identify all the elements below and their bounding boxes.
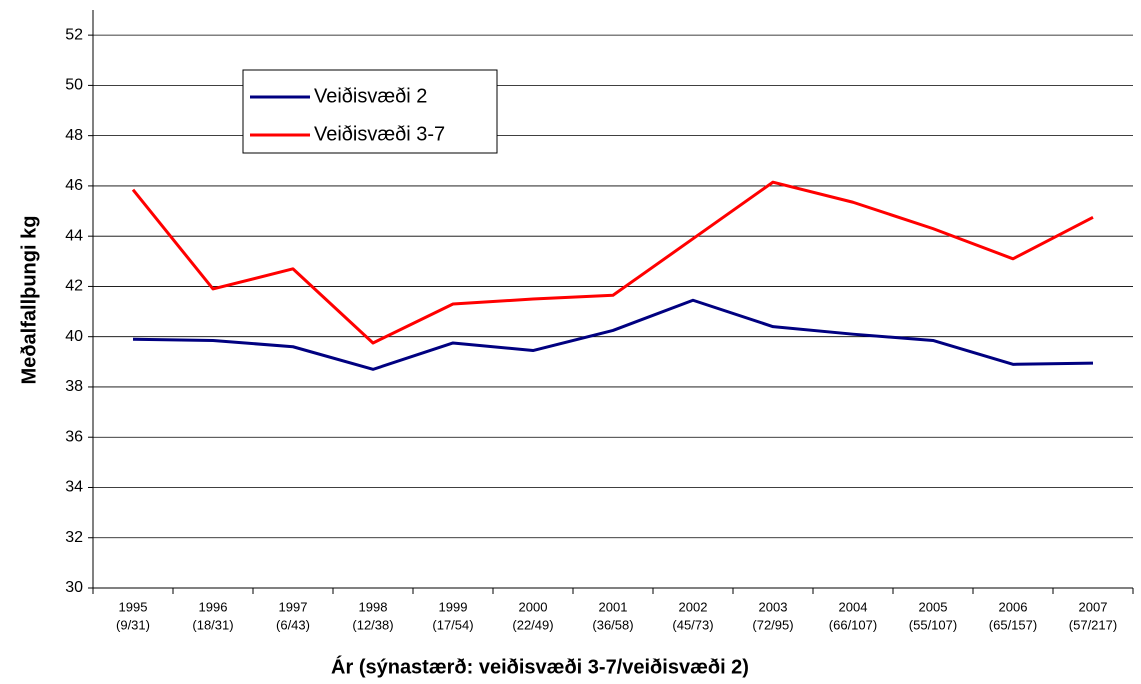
x-tick-label: 1998 bbox=[359, 599, 388, 614]
y-tick-label: 32 bbox=[65, 529, 83, 546]
x-tick-sublabel: (65/157) bbox=[989, 617, 1037, 632]
x-tick-sublabel: (57/217) bbox=[1069, 617, 1117, 632]
series-line bbox=[131, 180, 1094, 345]
x-tick-label: 2003 bbox=[759, 599, 788, 614]
x-tick-label: 1996 bbox=[199, 599, 228, 614]
x-tick-sublabel: (17/54) bbox=[432, 617, 473, 632]
x-tick-label: 1995 bbox=[119, 599, 148, 614]
x-tick-sublabel: (6/43) bbox=[276, 617, 310, 632]
legend-label: Veiðisvæði 2 bbox=[314, 85, 427, 107]
legend-label: Veiðisvæði 3-7 bbox=[314, 123, 445, 145]
y-tick-label: 36 bbox=[65, 428, 83, 445]
x-tick-sublabel: (66/107) bbox=[829, 617, 877, 632]
y-tick-label: 42 bbox=[65, 278, 83, 295]
x-tick-label: 2007 bbox=[1079, 599, 1108, 614]
series-line bbox=[132, 298, 1094, 371]
y-tick-label: 52 bbox=[65, 26, 83, 43]
x-tick-label: 2001 bbox=[599, 599, 628, 614]
x-tick-label: 2002 bbox=[679, 599, 708, 614]
y-tick-label: 46 bbox=[65, 177, 83, 194]
y-tick-label: 40 bbox=[65, 328, 83, 345]
y-axis-label: Meðalfallþungi kg bbox=[18, 216, 40, 385]
x-tick-sublabel: (12/38) bbox=[352, 617, 393, 632]
y-tick-label: 44 bbox=[65, 227, 83, 244]
y-tick-label: 38 bbox=[65, 378, 83, 395]
x-tick-sublabel: (36/58) bbox=[592, 617, 633, 632]
x-tick-sublabel: (45/73) bbox=[672, 617, 713, 632]
x-tick-label: 2004 bbox=[839, 599, 868, 614]
x-tick-sublabel: (9/31) bbox=[116, 617, 150, 632]
y-tick-label: 30 bbox=[65, 579, 83, 596]
x-tick-sublabel: (18/31) bbox=[192, 617, 233, 632]
x-tick-label: 1999 bbox=[439, 599, 468, 614]
x-tick-sublabel: (72/95) bbox=[752, 617, 793, 632]
x-tick-sublabel: (55/107) bbox=[909, 617, 957, 632]
y-tick-label: 50 bbox=[65, 77, 83, 94]
x-axis-label: Ár (sýnastærð: veiðisvæði 3-7/veiðisvæði… bbox=[331, 655, 749, 678]
y-tick-label: 34 bbox=[65, 479, 83, 496]
x-tick-label: 1997 bbox=[279, 599, 308, 614]
x-tick-label: 2006 bbox=[999, 599, 1028, 614]
legend-box bbox=[242, 69, 498, 154]
x-tick-label: 2005 bbox=[919, 599, 948, 614]
x-tick-sublabel: (22/49) bbox=[512, 617, 553, 632]
x-tick-label: 2000 bbox=[519, 599, 548, 614]
y-tick-label: 48 bbox=[65, 127, 83, 144]
